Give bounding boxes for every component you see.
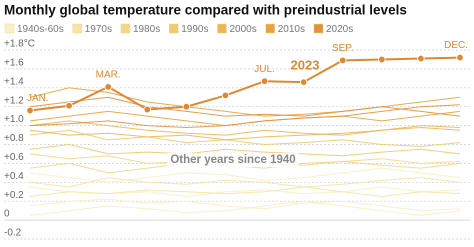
y-tick-label: +0.2 xyxy=(4,190,24,201)
legend-swatch xyxy=(168,23,179,34)
legend-swatch xyxy=(313,23,324,34)
y-tick-label: +0.6 xyxy=(4,152,24,163)
tick-bg xyxy=(3,75,26,87)
y-tick-label: 0 xyxy=(4,209,10,220)
y-tick-label: +1.0 xyxy=(4,114,24,125)
legend-swatch xyxy=(72,23,82,34)
legend-label: 1940s-60s xyxy=(17,24,64,35)
year-line xyxy=(29,129,461,147)
legend-label: 2020s xyxy=(326,24,353,35)
year-line xyxy=(29,177,461,188)
month-label: DEC. xyxy=(444,40,468,51)
point xyxy=(104,83,112,91)
year-line xyxy=(29,198,461,212)
annotation-bg xyxy=(167,153,299,168)
highlight-line xyxy=(29,56,461,112)
year-line xyxy=(29,96,461,117)
year-line xyxy=(29,186,461,198)
month-label: JUL. xyxy=(254,64,275,75)
legend-swatch xyxy=(4,23,15,34)
y-tick-label: +1.8°C xyxy=(4,39,35,50)
month-label: JAN. xyxy=(27,93,49,104)
year-line xyxy=(29,104,461,129)
tick-bg xyxy=(3,208,12,220)
tick-bg xyxy=(3,189,26,201)
point xyxy=(182,102,191,111)
point xyxy=(417,54,425,63)
y-tick-label: +1.2 xyxy=(4,95,24,106)
point xyxy=(260,77,269,85)
tick-bg xyxy=(3,94,26,106)
legend-label: 2010s xyxy=(278,24,305,35)
legend-label: 1970s xyxy=(85,24,112,35)
tick-bg xyxy=(3,132,26,144)
month-label: MAR. xyxy=(96,69,121,80)
tick-bg xyxy=(3,170,26,182)
year-line xyxy=(29,200,461,216)
point xyxy=(456,53,464,62)
year-line xyxy=(29,126,461,141)
y-tick-label: +0.8 xyxy=(4,133,24,144)
y-tick-label: -0.2 xyxy=(4,228,22,239)
point xyxy=(299,78,308,86)
annotation: Other years since 1940 xyxy=(170,154,295,166)
legend-swatch xyxy=(265,23,275,34)
legend-swatch xyxy=(120,23,131,34)
y-tick-label: +1.6 xyxy=(4,58,24,69)
point xyxy=(65,102,73,110)
tick-bg xyxy=(3,56,26,68)
tick-bg xyxy=(3,151,26,163)
y-tick-label: +1.4 xyxy=(4,76,24,87)
tick-bg xyxy=(3,227,24,238)
year-line xyxy=(29,167,461,183)
point xyxy=(26,106,34,115)
tick-bg xyxy=(3,38,37,49)
point xyxy=(221,91,230,100)
year-line xyxy=(29,143,461,157)
point xyxy=(339,56,347,65)
annotation: 2023 xyxy=(291,57,320,72)
tick-bg xyxy=(3,113,26,125)
chart-title: Monthly global temperature compared with… xyxy=(4,3,407,18)
y-tick-label: +0.4 xyxy=(4,171,24,182)
legend-label: 1990s xyxy=(181,24,208,35)
legend-label: 2000s xyxy=(229,24,256,35)
point xyxy=(378,55,386,64)
point xyxy=(143,105,151,114)
legend-label: 1980s xyxy=(133,24,160,35)
month-label: SEP. xyxy=(332,43,354,54)
year-line xyxy=(29,120,461,136)
year-line xyxy=(29,87,461,117)
legend-swatch xyxy=(217,23,227,34)
